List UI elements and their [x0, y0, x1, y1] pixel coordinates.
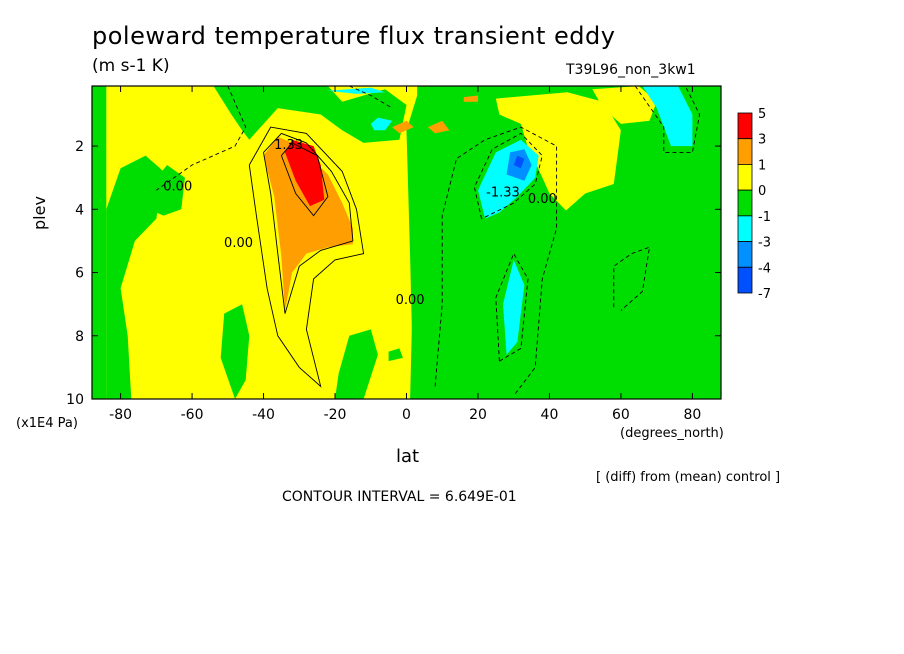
colorbar-swatch-5 — [737, 241, 753, 268]
contour-region-2 — [495, 92, 621, 216]
run-label: T39L96_non_3kw1 — [566, 62, 696, 78]
x-tick-label-1: -60 — [181, 407, 204, 423]
dashed-contour-2 — [434, 126, 558, 397]
dashed-contour-6 — [349, 86, 393, 109]
x-tick-label-7: 60 — [612, 407, 630, 423]
colorbar-label-1: 3 — [758, 133, 766, 148]
contour-region-8 — [213, 86, 407, 143]
solid-contour-0 — [263, 132, 354, 314]
colorbar-swatch-4 — [737, 215, 753, 242]
contour-region-15 — [642, 86, 693, 147]
solid-contour-2 — [248, 126, 365, 388]
y-axis-units: (x1E4 Pa) — [16, 416, 78, 431]
colorbar-label-3: 0 — [758, 184, 766, 199]
y-tick-label-1: 4 — [75, 202, 84, 218]
x-tick-label-8: 80 — [683, 407, 701, 423]
colorbar-label-4: -1 — [758, 210, 771, 225]
colorbar: 5 3 1 0 -1 -3 -4 -7 — [737, 107, 771, 302]
contour-region-4 — [106, 155, 164, 399]
dashed-contour-5 — [156, 86, 247, 191]
contour-label-2: 0.00 — [163, 179, 192, 194]
contour-region-11 — [388, 348, 403, 362]
colorbar-label-5: -3 — [758, 236, 771, 251]
contour-region-14 — [503, 259, 525, 355]
contour-region-20 — [263, 136, 353, 311]
colorbar-label-7: -7 — [758, 287, 771, 302]
x-axis-label: lat — [396, 446, 420, 467]
contour-label-3: 0.00 — [224, 236, 253, 251]
y-tick-label-2: 6 — [75, 266, 84, 282]
units-label: (m s-1 K) — [92, 56, 170, 76]
colorbar-label-6: -4 — [758, 261, 771, 276]
colorbar-label-2: 1 — [758, 158, 766, 173]
colorbar-label-0: 5 — [758, 107, 766, 122]
contour-lines — [156, 86, 701, 397]
x-tick-label-3: -20 — [324, 407, 347, 423]
contour-region-23 — [463, 95, 478, 102]
contour-region-16 — [370, 117, 393, 131]
contour-interval: CONTOUR INTERVAL = 6.649E-01 — [282, 489, 517, 505]
solid-contour-1 — [280, 142, 329, 217]
contour-region-6 — [220, 304, 250, 399]
contour-region-24 — [285, 139, 325, 207]
x-tick-label-4: 0 — [402, 407, 411, 423]
x-tick-label-0: -80 — [109, 407, 132, 423]
x-tick-label-5: 20 — [469, 407, 487, 423]
colorbar-swatch-1 — [737, 138, 753, 165]
dashed-contour-0 — [473, 132, 543, 220]
colorbar-swatch-0 — [737, 112, 753, 140]
axes: -80 -60 -40 -20 0 20 40 60 80 2 4 6 8 10 — [66, 86, 721, 423]
diff-note: [ (diff) from (mean) control ] — [596, 470, 781, 485]
contour-region-5 — [149, 165, 185, 216]
contour-region-19 — [513, 155, 525, 169]
y-tick-label-3: 8 — [75, 329, 84, 345]
dashed-contour-1 — [495, 252, 529, 362]
x-axis-units: (degrees_north) — [620, 426, 724, 441]
contour-region-17 — [327, 87, 386, 94]
colorbar-swatch-2 — [737, 164, 753, 191]
contour-label-5: 0.00 — [528, 192, 557, 207]
contour-region-3 — [592, 86, 657, 124]
contour-region-22 — [427, 120, 450, 134]
x-tick-label-6: 40 — [541, 407, 559, 423]
dashed-contour-4 — [613, 246, 651, 311]
contour-label-4: 0.00 — [396, 293, 425, 308]
y-tick-label-0: 2 — [75, 139, 84, 155]
contour-region-1 — [106, 86, 418, 399]
colorbar-swatch-6 — [737, 266, 753, 294]
y-tick-label-4: 10 — [66, 392, 84, 408]
contour-label-0: 1.33 — [274, 138, 303, 153]
contour-label-1: -1.33 — [486, 186, 520, 201]
contour-region-7 — [335, 329, 378, 399]
contour-labels: 1.33 -1.33 0.00 0.00 0.00 0.00 — [163, 138, 556, 308]
dashed-contour-3 — [634, 86, 701, 153]
colorbar-swatch-3 — [737, 189, 753, 217]
filled-contours — [92, 86, 721, 399]
x-tick-label-2: -40 — [252, 407, 275, 423]
contour-region-9 — [406, 89, 486, 399]
contour-region-21 — [392, 120, 414, 134]
chart-title: poleward temperature flux transient eddy — [92, 22, 616, 50]
